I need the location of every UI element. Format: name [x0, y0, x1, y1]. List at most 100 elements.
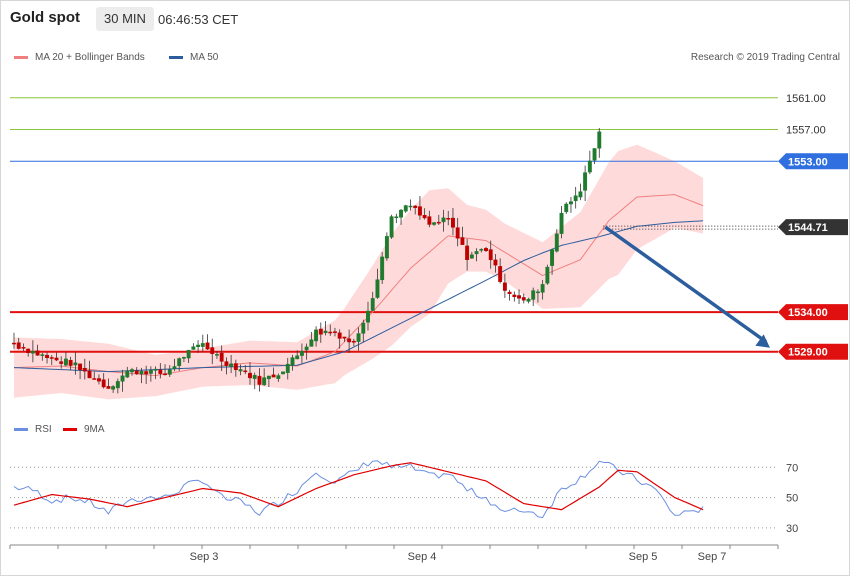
- legend-ma50: MA 50: [169, 52, 218, 63]
- candle-body: [59, 361, 64, 364]
- ma9-swatch: [63, 428, 77, 431]
- candle-body: [455, 227, 460, 239]
- candle-body: [40, 354, 45, 356]
- candle-body: [35, 350, 40, 356]
- candle-body: [12, 342, 16, 345]
- level-tag-3-bg: [778, 304, 848, 321]
- candle-body: [474, 251, 479, 255]
- candle-body: [252, 375, 257, 379]
- projection-arrow: [604, 225, 768, 344]
- x-label-0: Sep 3: [190, 551, 219, 563]
- candle-body: [115, 381, 120, 389]
- candle-body: [54, 357, 59, 361]
- candle-body: [535, 291, 540, 294]
- level-label-0: 1561.00: [786, 93, 826, 105]
- level-tag-2-text: 1553.00: [788, 156, 828, 168]
- candle-body: [540, 284, 545, 293]
- candle-body: [573, 195, 578, 202]
- candle-body: [205, 342, 210, 350]
- candle-body: [177, 358, 182, 367]
- ma50-swatch: [169, 56, 183, 59]
- instrument-title: Gold spot: [10, 9, 80, 26]
- candle-body: [408, 205, 413, 208]
- candle-body: [134, 370, 139, 375]
- candle-body: [167, 369, 172, 375]
- candle-body: [484, 248, 488, 251]
- candle-body: [554, 233, 559, 252]
- rsi-line: [13, 460, 704, 519]
- level-tag-2: 1553.00: [778, 153, 848, 170]
- candle-body: [399, 209, 403, 218]
- candle-body: [403, 205, 408, 212]
- ma20-swatch: [14, 56, 28, 59]
- candle-body: [229, 363, 234, 367]
- candle-body: [380, 256, 385, 281]
- candle-body: [191, 346, 196, 350]
- projection-arrowhead: [755, 334, 770, 348]
- candle-body: [333, 331, 337, 333]
- candle-body: [215, 354, 219, 356]
- candle-body: [49, 357, 54, 359]
- ma9-label: 9MA: [84, 424, 105, 435]
- candle-body: [578, 191, 583, 198]
- candle-body: [200, 343, 205, 347]
- x-label-3: Sep 7: [698, 551, 727, 563]
- timeframe-button[interactable]: 30 MIN: [96, 7, 154, 31]
- ma20-label: MA 20 + Bollinger Bands: [35, 52, 145, 63]
- candle-body: [592, 148, 597, 161]
- candle-body: [153, 368, 158, 371]
- candle-body: [512, 294, 517, 298]
- candle-body: [432, 222, 437, 225]
- candle-body: [262, 377, 267, 386]
- candle-body: [271, 374, 276, 378]
- candle-body: [559, 212, 564, 234]
- candle-body: [63, 358, 68, 366]
- candle-body: [361, 322, 366, 334]
- candle-body: [545, 266, 550, 284]
- rsi-swatch: [14, 428, 28, 431]
- candle-body: [233, 363, 238, 371]
- x-label-1: Sep 4: [408, 551, 437, 563]
- candle-body: [394, 216, 399, 219]
- candle-body: [370, 298, 375, 311]
- candle-body: [281, 371, 285, 375]
- candle-body: [517, 295, 521, 299]
- level-tag-2-bg: [778, 153, 848, 170]
- candle-body: [597, 131, 602, 149]
- candle-body: [210, 347, 215, 355]
- candle-body: [309, 339, 314, 347]
- candle-body: [87, 370, 92, 379]
- chart-header: Gold spot 30 MIN 06:46:53 CET: [0, 0, 850, 38]
- candle-body: [436, 221, 441, 224]
- candle-body: [144, 371, 149, 375]
- candle-body: [469, 254, 474, 259]
- candle-body: [158, 369, 163, 374]
- level-tag-3-text: 1534.00: [788, 307, 828, 319]
- candle-body: [427, 216, 432, 225]
- candle-body: [266, 375, 271, 380]
- candle-body: [323, 330, 328, 334]
- candles-group: [12, 128, 602, 394]
- candle-body: [347, 338, 352, 343]
- legend-rsi: RSI: [14, 424, 52, 435]
- candle-body: [196, 344, 201, 347]
- candle-body: [417, 206, 422, 216]
- candle-body: [82, 367, 87, 372]
- candle-body: [111, 386, 116, 390]
- candle-body: [337, 332, 342, 339]
- candle-body: [257, 375, 262, 385]
- candle-body: [304, 346, 309, 351]
- candle-body: [45, 354, 49, 358]
- candle-body: [569, 201, 573, 205]
- ma50-label: MA 50: [190, 52, 219, 63]
- level-label-1: 1557.00: [786, 125, 826, 137]
- last-price-tag-bg: [778, 219, 848, 236]
- last-price-tag-text: 1544.71: [788, 222, 828, 234]
- candle-body: [219, 352, 224, 362]
- candle-body: [451, 217, 455, 228]
- candle-body: [290, 357, 295, 366]
- candle-body: [422, 215, 427, 219]
- candle-body: [148, 370, 153, 374]
- candle-body: [375, 279, 380, 298]
- candle-body: [460, 237, 465, 245]
